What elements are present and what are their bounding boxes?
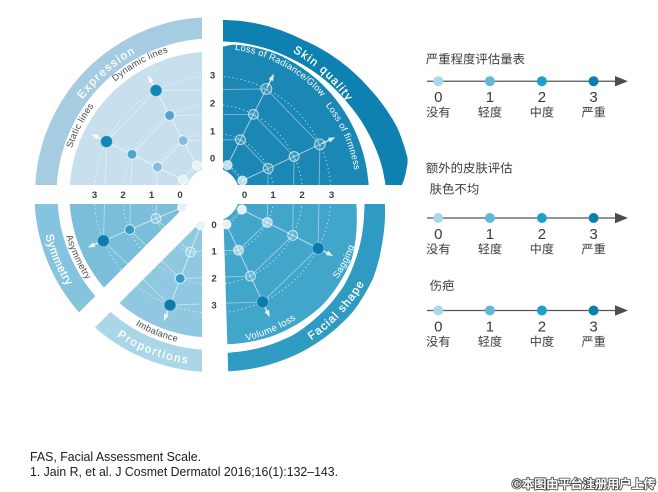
svg-text:3: 3 [589, 226, 597, 243]
svg-text:2: 2 [299, 190, 304, 201]
svg-text:3: 3 [92, 190, 97, 201]
svg-text:2: 2 [538, 319, 546, 336]
svg-text:0: 0 [434, 319, 442, 336]
svg-text:2: 2 [211, 274, 216, 285]
svg-text:3: 3 [210, 71, 215, 82]
svg-text:1: 1 [149, 190, 155, 201]
svg-text:0: 0 [211, 220, 216, 231]
svg-text:0: 0 [210, 154, 215, 165]
svg-text:0: 0 [434, 226, 442, 243]
svg-text:3: 3 [589, 319, 597, 336]
svg-text:0: 0 [242, 190, 247, 201]
svg-text:3: 3 [211, 301, 216, 312]
svg-text:3: 3 [589, 89, 597, 106]
svg-text:1: 1 [486, 226, 494, 243]
svg-text:1: 1 [210, 127, 216, 138]
svg-text:1: 1 [486, 319, 494, 336]
svg-text:0: 0 [434, 89, 442, 106]
svg-text:3: 3 [329, 190, 334, 201]
svg-text:2: 2 [210, 99, 215, 110]
svg-text:1: 1 [486, 89, 494, 106]
svg-text:1: 1 [211, 247, 217, 258]
svg-text:1. Jain R, et al. J Cosmet Der: 1. Jain R, et al. J Cosmet Dermatol 2016… [30, 464, 338, 479]
svg-text:1: 1 [270, 190, 276, 201]
svg-text:2: 2 [538, 89, 546, 106]
svg-text:FAS, Facial Assessment Scale.: FAS, Facial Assessment Scale. [30, 449, 201, 464]
svg-text:2: 2 [120, 190, 125, 201]
svg-text:0: 0 [177, 190, 182, 201]
svg-text:2: 2 [538, 226, 546, 243]
